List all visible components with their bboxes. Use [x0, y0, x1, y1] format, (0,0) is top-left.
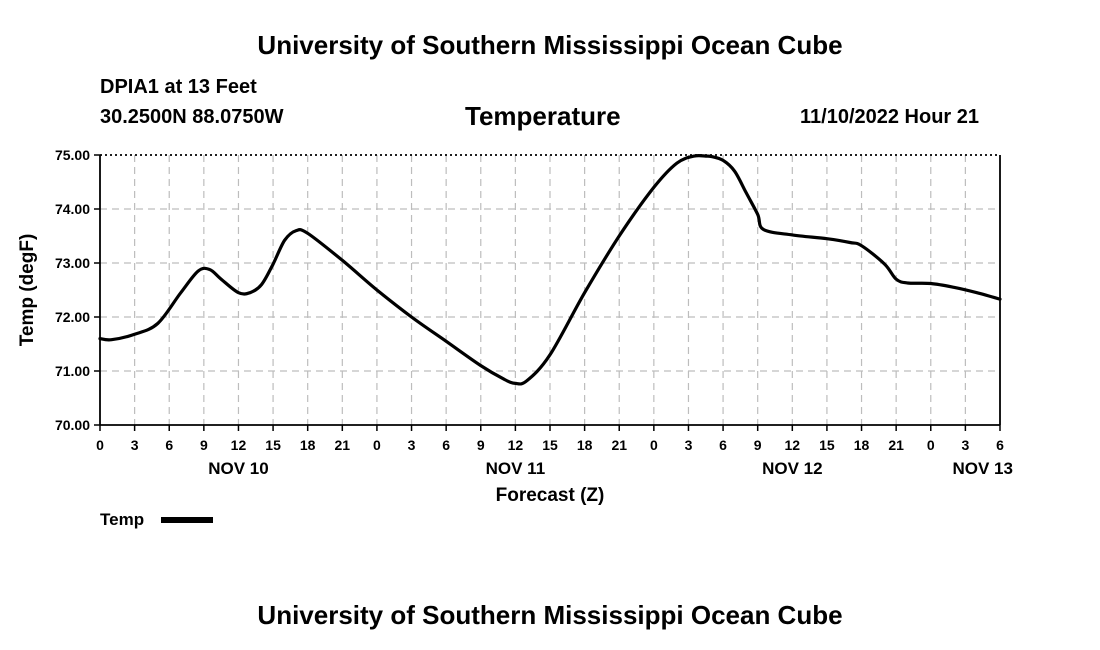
temp-series-line [98, 153, 1002, 386]
day-label: NOV 11 [486, 459, 546, 478]
y-tick-label: 70.00 [55, 417, 90, 433]
x-tick-label: 21 [888, 437, 904, 453]
x-tick-label: 12 [785, 437, 801, 453]
station-name: DPIA1 at 13 Feet [100, 76, 257, 98]
x-tick-label: 18 [300, 437, 316, 453]
x-tick-label: 6 [996, 437, 1004, 453]
x-tick-label: 12 [231, 437, 247, 453]
bottom-title: University of Southern Mississippi Ocean… [257, 600, 843, 630]
top-title: University of Southern Mississippi Ocean… [257, 30, 843, 60]
label-layer: 70.00 71.00 72.00 73.00 74.00 75.00 0 3 6 9 12 15 18… [17, 147, 1013, 506]
x-tick-label: 0 [650, 437, 658, 453]
x-tick-label: 9 [200, 437, 208, 453]
y-tick-label: 72.00 [55, 309, 90, 325]
x-tick-label: 0 [927, 437, 935, 453]
x-tick-label: 3 [408, 437, 416, 453]
x-tick-label: 0 [96, 437, 104, 453]
y-tick-label: 75.00 [55, 147, 90, 163]
y-tick-label: 74.00 [55, 201, 90, 217]
chart-title: Temperature [465, 101, 621, 131]
x-tick-label: 18 [577, 437, 593, 453]
x-tick-label: 21 [611, 437, 627, 453]
x-tick-label: 0 [373, 437, 381, 453]
y-tick-label: 73.00 [55, 255, 90, 271]
x-tick-label: 21 [335, 437, 351, 453]
x-axis-title: Forecast (Z) [496, 485, 605, 506]
x-tick-label: 15 [542, 437, 558, 453]
y-tick-label: 71.00 [55, 363, 90, 379]
day-label: NOV 10 [208, 459, 268, 478]
x-tick-label: 6 [165, 437, 173, 453]
y-axis-title: Temp (degF) [17, 234, 38, 347]
x-tick-label: 9 [754, 437, 762, 453]
x-tick-label: 3 [961, 437, 969, 453]
axis-layer [94, 154, 1001, 431]
x-tick-label: 9 [477, 437, 485, 453]
x-tick-label: 12 [508, 437, 524, 453]
series-layer [98, 153, 1002, 386]
x-tick-label: 15 [265, 437, 281, 453]
day-label: NOV 13 [952, 459, 1012, 478]
x-tick-label: 3 [131, 437, 139, 453]
x-tick-label: 3 [685, 437, 693, 453]
station-coordinates: 30.2500N 88.0750W [100, 106, 284, 128]
chart-datetime: 11/10/2022 Hour 21 [800, 106, 980, 128]
x-tick-label: 18 [854, 437, 870, 453]
day-label: NOV 12 [762, 459, 822, 478]
legend-swatch [161, 517, 213, 523]
x-tick-label: 6 [719, 437, 727, 453]
x-tick-label: 6 [442, 437, 450, 453]
x-tick-label: 15 [819, 437, 835, 453]
legend-label: Temp [100, 510, 145, 529]
